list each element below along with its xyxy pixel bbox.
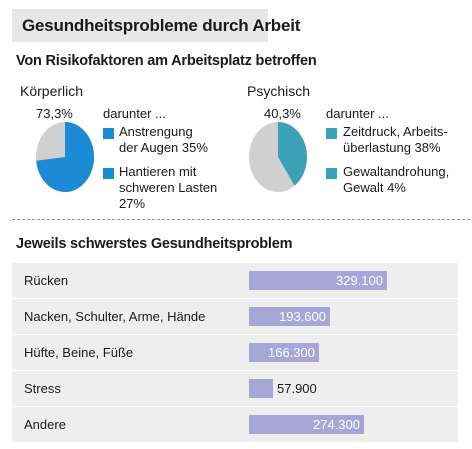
bar-category-label: Nacken, Schulter, Arme, Hände: [24, 309, 206, 324]
bar-value-label: 274.300: [313, 417, 360, 432]
bar-category-label: Andere: [24, 417, 66, 432]
row-separator: [12, 298, 458, 299]
row-separator: [12, 370, 458, 371]
bar-row: Andere: [12, 407, 458, 442]
bar: [249, 379, 273, 398]
pie-koerperlich: [36, 122, 95, 192]
row-separator: [12, 406, 458, 407]
legend-label-zeitdruck: Zeitdruck, Arbeits- überlastung 38%: [343, 124, 448, 155]
legend-label-gewalt: Gewaltandrohung, Gewalt 4%: [343, 164, 450, 195]
breakdown-intro-psychisch: darunter ...: [326, 106, 389, 121]
bar-row: Nacken, Schulter, Arme, Hände: [12, 299, 458, 334]
pie-value-psychisch: 40,3%: [264, 106, 301, 121]
legend-swatch-zeitdruck: [326, 128, 337, 139]
row-separator: [12, 334, 458, 335]
legend-label-augen: Anstrengung der Augen 35%: [119, 124, 208, 155]
bar-value-label: 166.300: [268, 345, 315, 360]
bar-chart-title: Jeweils schwerstes Gesundheitsproblem: [16, 236, 293, 252]
breakdown-intro-koerperlich: darunter ...: [103, 106, 166, 121]
bar: [249, 343, 319, 362]
bar-row: Hüfte, Beine, Füße: [12, 335, 458, 370]
pie-psychisch: [249, 122, 308, 192]
pie-value-koerperlich: 73,3%: [36, 106, 73, 121]
bar-row: Rücken: [12, 263, 458, 298]
chart-subtitle: Von Risikofaktoren am Arbeitsplatz betro…: [16, 53, 317, 69]
bar-category-label: Stress: [24, 381, 61, 396]
legend-swatch-augen: [103, 128, 114, 139]
bar: [249, 271, 387, 290]
legend-label-lasten: Hantieren mit schweren Lasten 27%: [119, 164, 218, 211]
section-divider: [12, 219, 470, 220]
bar-value-label: 193.600: [279, 309, 326, 324]
bar-value-label: 329.100: [336, 273, 383, 288]
bar-category-label: Hüfte, Beine, Füße: [24, 345, 134, 360]
pie-value-slice: [36, 122, 95, 192]
pie-title-psychisch: Psychisch: [247, 83, 311, 99]
pie-title-koerperlich: Körperlich: [20, 83, 84, 99]
legend-swatch-lasten: [103, 168, 114, 179]
bar-category-label: Rücken: [24, 273, 69, 288]
bar-row: Stress: [12, 371, 458, 406]
title-band: [12, 9, 268, 42]
legend-swatch-gewalt: [326, 168, 337, 179]
bar: [249, 415, 364, 434]
pie-value-slice: [278, 122, 308, 186]
chart-title: Gesundheitsprobleme durch Arbeit: [22, 16, 301, 35]
bar: [249, 307, 330, 326]
bar-value-label: 57.900: [277, 381, 317, 396]
